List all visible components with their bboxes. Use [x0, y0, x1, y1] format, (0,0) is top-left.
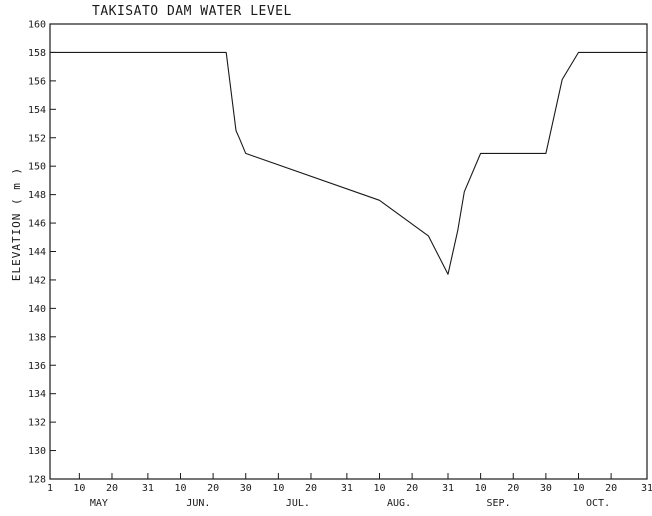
x-tick-label: 10 — [73, 483, 85, 494]
x-tick-label: 20 — [507, 483, 519, 494]
x-tick-label: 10 — [572, 483, 584, 494]
x-tick-label: 30 — [540, 483, 552, 494]
y-tick-label: 150 — [28, 162, 46, 173]
y-tick-label: 136 — [28, 361, 46, 372]
y-tick-label: 154 — [28, 105, 46, 116]
x-tick-label: 31 — [641, 483, 652, 494]
x-tick-label: 20 — [305, 483, 317, 494]
month-label: SEP. — [487, 498, 511, 509]
month-labels: MAY JUN. JUL. AUG. SEP. OCT. — [90, 498, 610, 509]
water-level-line — [50, 51, 647, 275]
x-tick-label: 31 — [142, 483, 154, 494]
y-tick-label: 160 — [28, 20, 46, 31]
y-tick-label: 152 — [28, 133, 46, 144]
x-tick-label: 1 — [47, 483, 53, 494]
month-label: AUG. — [387, 498, 411, 509]
y-axis-title: ELEVATION ( m ) — [10, 167, 23, 281]
x-tick-label: 20 — [406, 483, 418, 494]
x-tick-label: 20 — [207, 483, 219, 494]
chart-title: TAKISATO DAM WATER LEVEL — [92, 4, 292, 19]
y-tick-label: 130 — [28, 446, 46, 457]
x-tick-label: 20 — [106, 483, 118, 494]
x-tick-label: 31 — [442, 483, 454, 494]
y-tick-label: 134 — [28, 389, 46, 400]
x-tick-label: 10 — [373, 483, 385, 494]
y-tick-label: 140 — [28, 304, 46, 315]
month-label: MAY — [90, 498, 108, 509]
x-tick-label: 10 — [475, 483, 487, 494]
month-label: JUN. — [186, 498, 210, 509]
y-axis-ticks: 128 130 132 134 136 138 140 142 144 146 148 150 152 1… — [28, 20, 56, 486]
month-label: JUL. — [286, 498, 310, 509]
month-label: OCT. — [586, 498, 610, 509]
x-tick-label: 31 — [341, 483, 353, 494]
plot-frame — [49, 23, 648, 480]
x-axis-ticks: 1 10 20 31 10 20 30 10 20 31 10 20 31 10 20 30 10 20 31 — [47, 473, 652, 494]
x-tick-label: 30 — [240, 483, 252, 494]
y-tick-label: 148 — [28, 190, 46, 201]
x-tick-label: 10 — [272, 483, 284, 494]
x-tick-label: 10 — [174, 483, 186, 494]
y-tick-label: 144 — [28, 247, 46, 258]
x-tick-label: 20 — [605, 483, 617, 494]
y-tick-label: 138 — [28, 332, 46, 343]
y-tick-label: 158 — [28, 48, 46, 59]
y-tick-label: 128 — [28, 475, 46, 486]
y-tick-label: 156 — [28, 76, 46, 87]
y-tick-label: 142 — [28, 275, 46, 286]
y-tick-label: 132 — [28, 418, 46, 429]
y-tick-label: 146 — [28, 219, 46, 230]
